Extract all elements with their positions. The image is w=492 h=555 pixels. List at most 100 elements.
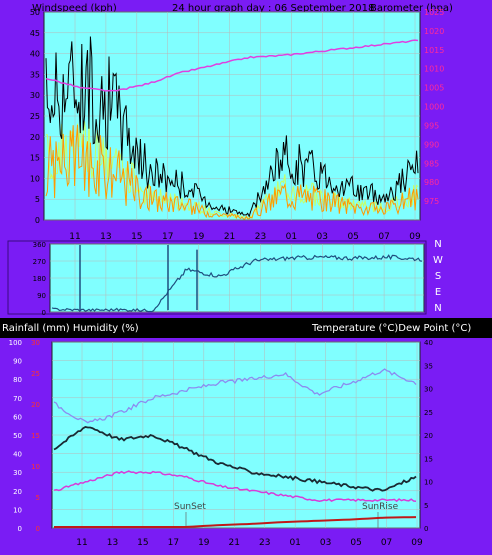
time-tick-label: 23 <box>259 538 270 548</box>
barometer-tick-label: 1000 <box>424 103 444 112</box>
barometer-tick-label: 1010 <box>424 65 444 74</box>
windspeed-label: Windspeed (kph) <box>32 3 117 14</box>
barometer-tick-label: 990 <box>424 140 439 149</box>
time-tick-label: 17 <box>162 232 173 242</box>
compass-letter: N <box>434 239 441 250</box>
time-tick-label: 13 <box>100 232 111 242</box>
temp-tick-label: 10 <box>424 479 433 487</box>
temp-right-axis: 0 5 10 15 20 25 30 35 40 <box>424 339 433 533</box>
temp-tick-label: 5 <box>424 502 428 510</box>
wind-tick-label: 30 <box>30 91 40 100</box>
rain-tick-label: 20 <box>31 401 40 409</box>
rain-humidity-label: Rainfall (mm) Humidity (%) <box>2 323 139 334</box>
wind-time-axis: 11 13 15 17 19 21 23 01 03 05 07 09 <box>69 232 421 242</box>
wind-gust-series <box>45 36 419 218</box>
direction-series <box>51 254 423 313</box>
temp-tick-label: 40 <box>424 339 433 347</box>
time-tick-label: 17 <box>168 538 179 548</box>
wind-avg-series <box>45 124 419 220</box>
time-tick-label: 19 <box>198 538 210 548</box>
time-tick-label: 03 <box>320 538 331 548</box>
time-tick-label: 15 <box>131 232 142 242</box>
temp-tick-label: 20 <box>424 432 433 440</box>
time-tick-label: 07 <box>378 232 389 242</box>
temp-tick-label: 25 <box>424 409 433 417</box>
wind-tick-label: 40 <box>30 50 40 59</box>
wind-tick-label: 25 <box>30 112 40 121</box>
time-tick-label: 19 <box>193 232 205 242</box>
temp-panel-grid <box>52 341 420 529</box>
rain-left-axis: 0 5 10 15 20 25 30 <box>31 339 40 533</box>
temp-tick-label: 0 <box>424 525 428 533</box>
direction-left-axis: 0 90 180 270 360 <box>33 241 46 317</box>
rain-tick-label: 25 <box>31 370 40 378</box>
humidity-tick-label: 60 <box>13 413 22 421</box>
time-tick-label: 05 <box>347 232 358 242</box>
barometer-tick-label: 1005 <box>424 84 444 93</box>
direction-panel-data <box>51 244 423 313</box>
time-tick-label: 21 <box>224 232 235 242</box>
barometer-series <box>45 39 419 92</box>
wind-tick-label: 0 <box>35 216 40 225</box>
direction-tick-label: 90 <box>37 292 46 300</box>
dewpoint-series <box>53 470 417 503</box>
direction-tick-label: 270 <box>33 258 46 266</box>
time-tick-label: 23 <box>255 232 266 242</box>
time-tick-label: 11 <box>76 538 87 548</box>
humidity-tick-label: 50 <box>13 432 22 440</box>
wind-left-axis: 0 5 10 15 20 25 30 35 40 45 50 <box>30 8 40 225</box>
barometer-tick-label: 995 <box>424 121 439 130</box>
compass-letter: N <box>434 303 441 314</box>
rain-tick-label: 0 <box>36 525 40 533</box>
sunset-label: SunSet <box>174 502 206 512</box>
time-tick-label: 01 <box>289 538 300 548</box>
barometer-tick-label: 1015 <box>424 46 444 55</box>
rain-tick-label: 30 <box>31 339 40 347</box>
compass-letter: E <box>435 287 441 298</box>
humidity-tick-label: 100 <box>9 339 22 347</box>
time-tick-label: 21 <box>229 538 240 548</box>
direction-tick-label: 0 <box>42 309 46 317</box>
time-tick-label: 09 <box>409 232 421 242</box>
rain-tick-label: 10 <box>31 463 40 471</box>
rain-tick-label: 15 <box>31 432 40 440</box>
humidity-series <box>53 368 417 424</box>
temp-tick-label: 30 <box>424 386 433 394</box>
rainfall-series <box>54 516 417 528</box>
humidity-tick-label: 40 <box>13 451 22 459</box>
compass-letter: W <box>433 255 443 266</box>
direction-tick-label: 360 <box>33 241 46 249</box>
humidity-tick-label: 80 <box>13 376 22 384</box>
humidity-left-axis: 0 10 20 30 40 50 60 70 80 90 100 <box>9 339 22 533</box>
wind-panel-data <box>45 36 419 220</box>
barometer-label: Barometer (hpa) <box>370 3 453 14</box>
temp-tick-label: 15 <box>424 455 433 463</box>
time-tick-label: 13 <box>107 538 118 548</box>
wind-tick-label: 45 <box>30 29 40 38</box>
barometer-tick-label: 985 <box>424 159 439 168</box>
barometer-tick-label: 1025 <box>424 8 444 17</box>
time-tick-label: 01 <box>286 232 297 242</box>
wind-panel-grid <box>44 11 420 221</box>
wind-tick-label: 5 <box>35 195 40 204</box>
temperature-series <box>53 426 417 492</box>
barometer-tick-label: 980 <box>424 178 439 187</box>
temp-tick-label: 35 <box>424 362 433 370</box>
wind-tick-label: 10 <box>30 174 40 183</box>
panel3-header-bar <box>0 318 492 338</box>
barometer-right-axis: 975 980 985 990 995 1000 1005 1010 1015 1020 1025 <box>424 8 444 206</box>
humidity-tick-label: 90 <box>13 358 22 366</box>
time-tick-label: 05 <box>350 538 361 548</box>
humidity-tick-label: 20 <box>13 488 22 496</box>
time-tick-label: 03 <box>317 232 328 242</box>
direction-tick-label: 180 <box>33 275 46 283</box>
humidity-tick-label: 0 <box>18 525 22 533</box>
barometer-tick-label: 975 <box>424 197 439 206</box>
graph-title: 24 hour graph day : 06 September 2018 <box>172 3 374 14</box>
time-tick-label: 15 <box>137 538 148 548</box>
rain-tick-label: 5 <box>36 494 40 502</box>
humidity-tick-label: 10 <box>13 506 22 514</box>
time-tick-label: 11 <box>69 232 80 242</box>
